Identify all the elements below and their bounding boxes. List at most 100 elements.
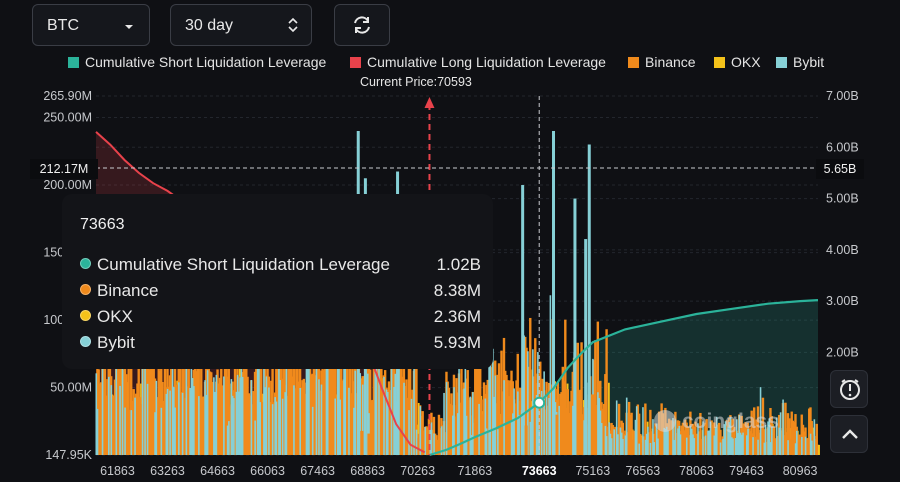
binance-bar bbox=[485, 385, 488, 455]
binance-bar bbox=[147, 328, 150, 455]
binance-bar bbox=[780, 430, 783, 455]
binance-bar bbox=[472, 422, 476, 455]
binance-bar bbox=[261, 410, 264, 455]
asset-select[interactable]: BTC bbox=[32, 4, 150, 46]
binance-bar bbox=[765, 441, 768, 455]
binance-bar bbox=[130, 323, 133, 455]
binance-bar bbox=[421, 411, 424, 455]
bybit-bar bbox=[728, 422, 731, 455]
binance-bar bbox=[632, 430, 636, 455]
bybit-bar bbox=[190, 353, 193, 455]
binance-bar bbox=[639, 433, 642, 455]
bybit-bar bbox=[492, 348, 494, 455]
binance-bar bbox=[178, 358, 182, 455]
binance-bar bbox=[260, 351, 263, 455]
binance-bar bbox=[201, 397, 204, 455]
x-tick-label: 80963 bbox=[783, 464, 818, 478]
bybit-bar bbox=[583, 420, 585, 455]
bybit-bar bbox=[445, 382, 448, 455]
coinglass-watermark: coinglass bbox=[654, 410, 779, 434]
bybit-bar bbox=[484, 398, 487, 455]
y-left-tick-label: 250.00M bbox=[43, 110, 92, 124]
bybit-bar bbox=[285, 351, 288, 455]
binance-bar bbox=[248, 395, 252, 455]
binance-bar bbox=[747, 428, 751, 455]
binance-bar bbox=[467, 400, 471, 455]
bybit-bar bbox=[600, 423, 603, 455]
legend-item-long[interactable]: Cumulative Long Liquidation Leverage bbox=[350, 54, 606, 70]
binance-bar bbox=[730, 419, 733, 455]
legend-item-binance[interactable]: Binance bbox=[628, 54, 696, 70]
bybit-bar bbox=[465, 415, 468, 455]
bybit-bar bbox=[338, 337, 340, 455]
binance-bar bbox=[564, 319, 567, 455]
binance-bar bbox=[187, 361, 190, 455]
bybit-bar bbox=[663, 427, 666, 455]
binance-bar bbox=[435, 435, 438, 455]
binance-bar bbox=[579, 389, 582, 455]
bybit-bar bbox=[609, 433, 612, 455]
binance-bar bbox=[796, 442, 800, 455]
scroll-top-button[interactable] bbox=[830, 415, 868, 453]
tooltip-row-short: Cumulative Short Liquidation Leverage 1.0… bbox=[80, 255, 481, 275]
bybit-bar bbox=[540, 391, 543, 455]
bybit-bar bbox=[320, 384, 323, 455]
bybit-bar bbox=[709, 421, 712, 455]
binance-bar bbox=[157, 366, 160, 455]
alert-button[interactable] bbox=[830, 370, 868, 408]
binance-bar bbox=[138, 397, 142, 455]
binance-bar bbox=[286, 395, 289, 455]
binance-bar bbox=[140, 404, 143, 455]
y-right-tick-label: 4.00B bbox=[826, 243, 859, 257]
binance-bar bbox=[417, 433, 421, 455]
binance-bar bbox=[350, 393, 353, 455]
bybit-bar bbox=[413, 352, 415, 455]
bybit-bar bbox=[617, 434, 619, 455]
binance-bar bbox=[565, 407, 568, 455]
binance-bar bbox=[378, 341, 382, 455]
bybit-bar bbox=[336, 358, 339, 455]
legend-item-okx[interactable]: OKX bbox=[714, 54, 761, 70]
bybit-bar bbox=[325, 330, 328, 455]
bybit-bar bbox=[343, 321, 345, 455]
bybit-bar bbox=[258, 332, 260, 455]
bybit-bar bbox=[598, 398, 600, 455]
binance-bar bbox=[296, 314, 299, 455]
okx-bar bbox=[417, 402, 420, 455]
bybit-bar bbox=[730, 437, 733, 455]
binance-bar bbox=[135, 393, 138, 455]
binance-bar bbox=[591, 394, 595, 455]
legend-item-short[interactable]: Cumulative Short Liquidation Leverage bbox=[68, 54, 326, 70]
binance-bar bbox=[437, 414, 441, 455]
bybit-bar bbox=[649, 442, 652, 455]
bybit-bar bbox=[230, 379, 233, 455]
y-right-tick-label: 7.00B bbox=[826, 89, 859, 103]
bybit-bar bbox=[124, 407, 126, 455]
binance-bar bbox=[814, 438, 817, 455]
binance-bar bbox=[323, 353, 327, 455]
bybit-bar bbox=[667, 430, 669, 455]
binance-bar bbox=[117, 326, 120, 455]
bybit-bar bbox=[692, 434, 694, 455]
bybit-bar bbox=[348, 387, 350, 455]
binance-bar bbox=[705, 419, 708, 455]
legend-item-bybit[interactable]: Bybit bbox=[776, 54, 824, 70]
binance-bar bbox=[416, 437, 419, 455]
binance-bar bbox=[308, 307, 312, 455]
period-select[interactable]: 30 day bbox=[170, 4, 312, 46]
refresh-button[interactable] bbox=[334, 4, 390, 46]
binance-bar bbox=[575, 359, 578, 455]
binance-bar bbox=[223, 330, 227, 455]
binance-bar bbox=[106, 379, 109, 455]
binance-bar bbox=[594, 340, 597, 455]
binance-bar bbox=[649, 409, 652, 455]
binance-bar bbox=[173, 334, 177, 455]
bybit-bar bbox=[518, 415, 520, 455]
bybit-bar bbox=[608, 422, 610, 455]
binance-bar bbox=[669, 429, 672, 455]
binance-bar bbox=[360, 430, 364, 455]
binance-bar bbox=[752, 407, 756, 455]
bybit-bar bbox=[204, 380, 206, 455]
binance-bar bbox=[758, 432, 761, 455]
binance-bar bbox=[808, 408, 811, 455]
